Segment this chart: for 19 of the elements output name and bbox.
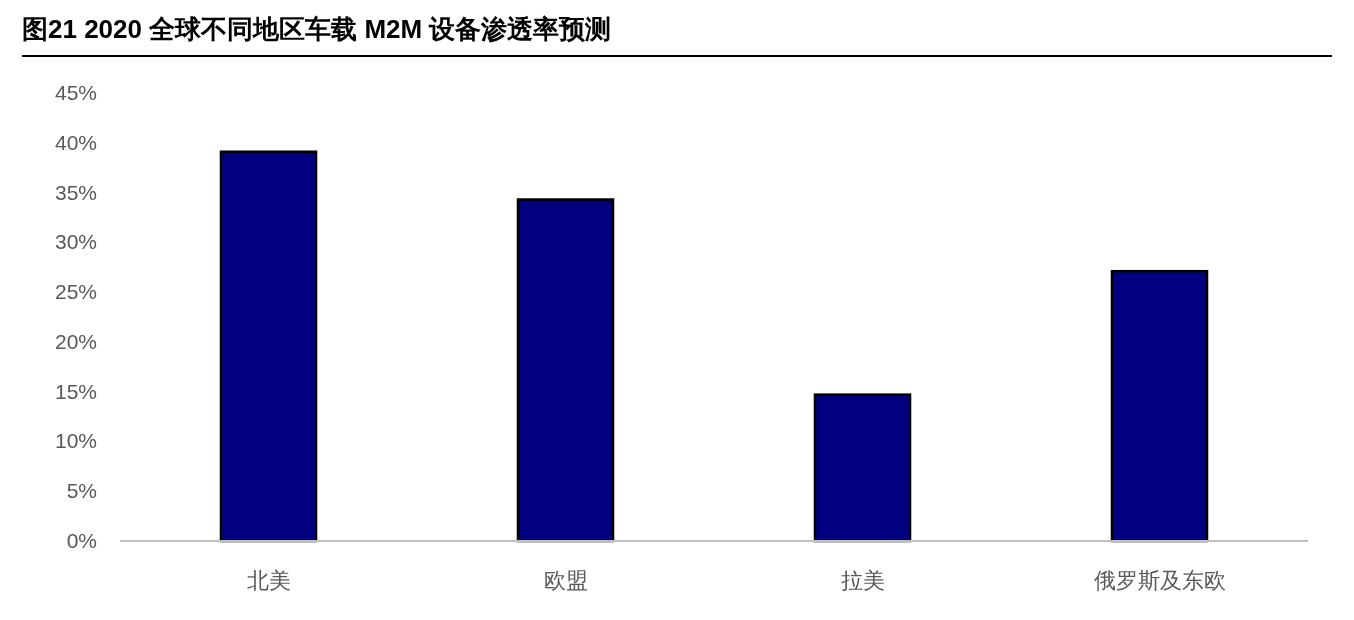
y-tick-label: 15%	[54, 379, 97, 403]
y-tick-label: 10%	[54, 429, 97, 453]
y-tick-label: 45%	[54, 81, 97, 104]
x-tick-label: 拉美	[840, 568, 885, 593]
bar	[516, 198, 615, 543]
y-tick-label: 20%	[54, 329, 97, 353]
bar	[1110, 269, 1209, 543]
x-tick-label: 欧盟	[543, 568, 588, 593]
y-tick-label: 30%	[54, 230, 97, 254]
y-tick-label: 0%	[66, 529, 97, 552]
x-tick-label: 北美	[246, 568, 291, 593]
chart-title: 图21 2020 全球不同地区车载 M2M 设备渗透率预测	[22, 12, 1332, 57]
y-tick-label: 40%	[54, 130, 97, 154]
bar	[219, 150, 318, 543]
y-tick-label: 5%	[66, 479, 97, 503]
y-tick-label: 35%	[54, 180, 97, 204]
y-tick-label: 25%	[54, 280, 97, 304]
x-tick-label: 俄罗斯及东欧	[1093, 568, 1226, 593]
bar	[813, 393, 912, 543]
